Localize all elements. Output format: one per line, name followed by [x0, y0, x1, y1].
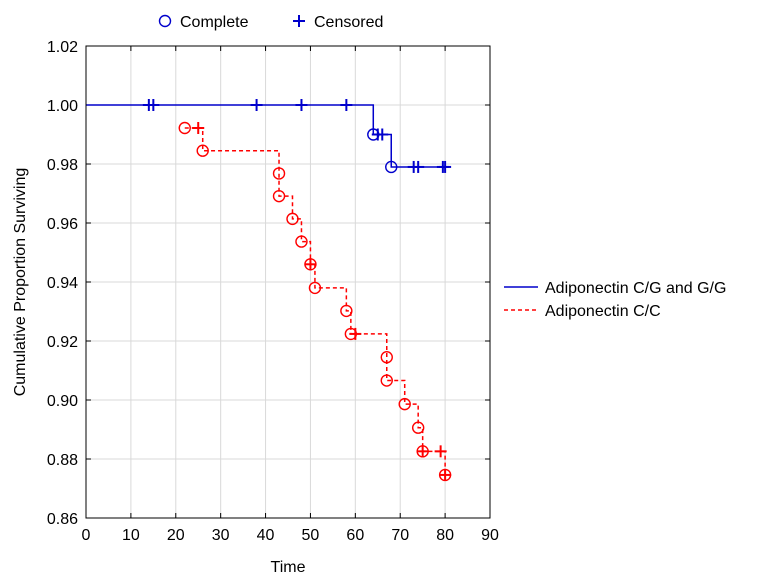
marker-legend: Complete Censored [158, 14, 383, 31]
survival-curve-line [184, 127, 446, 475]
x-tick-label: 90 [481, 527, 499, 544]
censored-point [304, 258, 317, 271]
censored-marker-icon [293, 15, 305, 27]
complete-legend-label: Complete [180, 14, 249, 31]
complete-point [380, 351, 393, 364]
x-tick-label: 80 [436, 527, 454, 544]
complete-point [340, 304, 353, 318]
series-2 [178, 121, 452, 482]
censored-point [416, 445, 429, 458]
y-tick-label: 0.96 [47, 216, 78, 233]
plot-frame [85, 45, 491, 519]
complete-point [398, 397, 411, 411]
censored-point [295, 99, 308, 111]
complete-point [272, 167, 286, 180]
censored-point [439, 468, 452, 481]
complete-point [385, 160, 398, 174]
x-tick-label: 70 [391, 527, 409, 544]
x-tick-label: 30 [212, 527, 230, 544]
y-tick-label: 1.02 [47, 39, 78, 56]
censored-point [250, 99, 263, 111]
censored-point [147, 99, 160, 111]
y-tick-label: 0.88 [47, 452, 78, 469]
complete-point [286, 212, 299, 226]
legend-label-series-1: Adiponectin C/G and G/G [545, 280, 726, 297]
axes: 0 10 20 30 40 50 60 70 80 90 0.86 0.88 0.90 0.92 0.94 0… [47, 39, 499, 544]
y-tick-label: 1.00 [47, 98, 78, 115]
y-tick-label: 0.86 [47, 511, 78, 528]
x-tick-label: 20 [167, 527, 185, 544]
complete-point [178, 121, 191, 135]
x-tick-label: 40 [257, 527, 275, 544]
series-layer [86, 99, 452, 482]
censored-point [412, 160, 425, 173]
censored-point [434, 445, 447, 458]
y-tick-label: 0.94 [47, 275, 78, 292]
complete-point [411, 421, 425, 434]
y-tick-label: 0.92 [47, 334, 78, 351]
y-tick-label: 0.98 [47, 157, 78, 174]
complete-marker-icon [158, 14, 172, 28]
legend-label-series-2: Adiponectin C/C [545, 303, 661, 320]
complete-point [196, 144, 209, 157]
complete-point [380, 374, 393, 387]
x-tick-label: 60 [346, 527, 364, 544]
censored-point [376, 128, 389, 141]
censored-point [340, 99, 353, 111]
complete-point [295, 235, 308, 248]
x-tick-label: 0 [82, 527, 91, 544]
series-1 [86, 99, 452, 174]
series-legend: Adiponectin C/G and G/G Adiponectin C/C [504, 280, 726, 320]
censored-point [439, 160, 452, 173]
censored-legend-label: Censored [314, 14, 383, 31]
complete-point [308, 281, 322, 295]
censored-point [349, 327, 362, 340]
x-axis-title: Time [271, 559, 306, 575]
x-tick-label: 50 [302, 527, 320, 544]
y-axis-title: Cumulative Proportion Surviving [12, 168, 29, 397]
x-tick-label: 10 [122, 527, 140, 544]
censored-point [192, 122, 205, 135]
y-tick-label: 0.90 [47, 393, 78, 410]
complete-point [272, 189, 286, 203]
